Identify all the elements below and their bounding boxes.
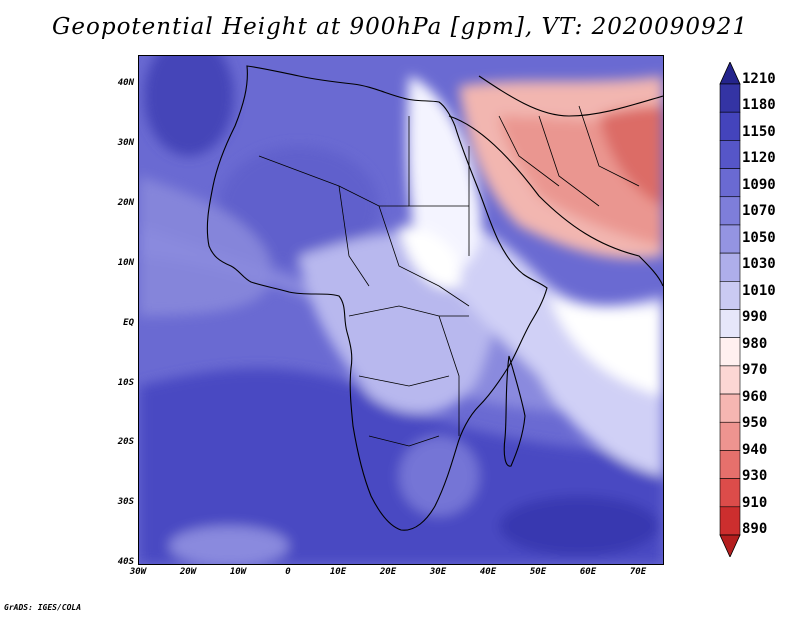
- colorbar-segment: [719, 252, 741, 282]
- colorbar-segment: [719, 281, 741, 310]
- lat-label-30s: 30S: [117, 497, 134, 507]
- country-borders: [258, 105, 640, 447]
- lon-label-0: 0: [285, 567, 291, 577]
- coastlines: [206, 65, 663, 531]
- lon-label-40e: 40E: [479, 567, 497, 577]
- colorbar-segment: [719, 365, 741, 395]
- colorbar-segment: [719, 506, 741, 536]
- colorbar-segment: [719, 309, 741, 338]
- colorbar-label: 960: [742, 388, 768, 405]
- colorbar-label: 980: [742, 335, 768, 352]
- colorbar-label: 1070: [742, 203, 776, 220]
- colorbar-label: 950: [742, 415, 768, 432]
- colorbar-label: 1030: [742, 256, 776, 273]
- colorbar-segment: [719, 140, 741, 169]
- lon-label-70e: 70E: [629, 567, 647, 577]
- colorbar-label: 1210: [742, 71, 776, 87]
- lon-label-10e: 10E: [329, 567, 347, 577]
- lon-label-20e: 20E: [379, 567, 397, 577]
- colorbar-label: 1010: [742, 282, 776, 299]
- colorbar-label: 940: [742, 441, 768, 458]
- colorbar-label: 910: [742, 494, 768, 511]
- colorbar-bottom-arrow: [719, 534, 741, 557]
- colorbar-label: 890: [742, 521, 768, 537]
- colorbar-segment: [719, 450, 741, 479]
- colorbar-label: 1180: [742, 97, 776, 114]
- colorbar-segment: [719, 393, 741, 423]
- plot-title: Geopotential Height at 900hPa [gpm], VT:…: [52, 14, 748, 40]
- lat-label-10s: 10S: [117, 378, 134, 388]
- colorbar-segment: [719, 168, 741, 198]
- colorbar: [719, 62, 741, 557]
- lon-label-10w: 10W: [229, 567, 247, 577]
- colorbar-label: 1150: [742, 123, 776, 140]
- lon-label-20w: 20W: [179, 567, 197, 577]
- footer-credit: GrADS: IGES/COLA: [4, 603, 82, 612]
- colorbar-segment: [719, 224, 741, 254]
- lon-label-60e: 60E: [579, 567, 597, 577]
- geopotential-field: [139, 56, 663, 564]
- lat-label-10n: 10N: [117, 258, 134, 268]
- contour-fill: [139, 56, 663, 564]
- map-panel: [138, 55, 664, 565]
- lat-label-30n: 30N: [117, 138, 134, 148]
- colorbar-label: 970: [742, 362, 768, 379]
- lon-label-50e: 50E: [529, 567, 547, 577]
- colorbar-label: 930: [742, 468, 768, 485]
- colorbar-segment: [719, 421, 741, 451]
- colorbar-top-arrow: [719, 62, 741, 85]
- colorbar-segment: [719, 337, 741, 367]
- colorbar-segment: [719, 83, 741, 113]
- colorbar-segment: [719, 196, 741, 226]
- lat-label-20s: 20S: [117, 437, 134, 447]
- colorbar-segment: [719, 111, 741, 141]
- lon-label-30e: 30E: [429, 567, 447, 577]
- colorbar-label: 1090: [742, 176, 776, 193]
- colorbar-label: 1050: [742, 229, 776, 246]
- colorbar-label: 1120: [742, 150, 776, 167]
- lon-label-30w: 30W: [129, 567, 147, 577]
- colorbar-segment: [719, 478, 741, 508]
- colorbar-label: 990: [742, 309, 768, 326]
- lat-label-20n: 20N: [117, 198, 134, 208]
- lat-label-eq: EQ: [123, 318, 134, 328]
- lat-label-40s: 40S: [117, 557, 134, 567]
- lat-label-40n: 40N: [117, 78, 134, 88]
